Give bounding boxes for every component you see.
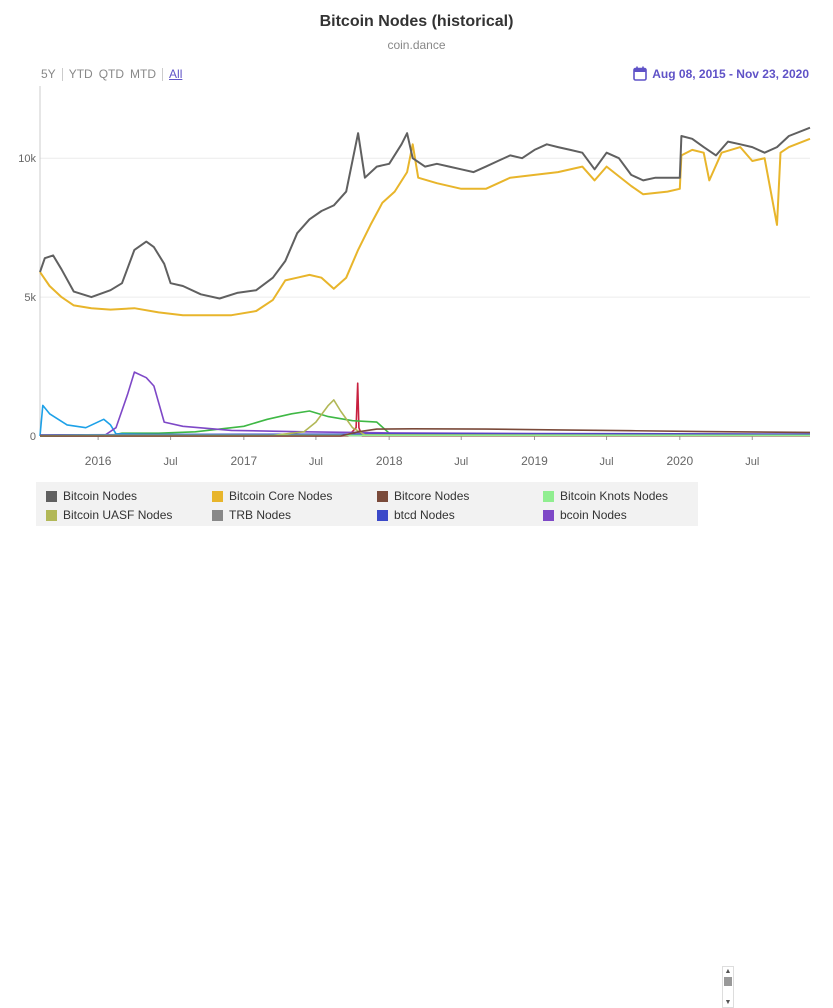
nodes-chart: 0 5k 10k 2016 Jul 2017 Jul 2018 Jul 2019 Jul 2020 Ju… [0, 80, 833, 480]
x-tick-label: 2018 [376, 454, 403, 468]
legend-item-bitcoin-knots-nodes[interactable]: Bitcoin Knots Nodes [543, 489, 668, 503]
x-tick-label: 2020 [666, 454, 693, 468]
legend-item-bitcoin-nodes[interactable]: Bitcoin Nodes [46, 489, 137, 503]
legend-label: Bitcoin Nodes [63, 489, 137, 503]
range-ytd-button[interactable]: YTD [66, 67, 96, 81]
legend-swatch [46, 510, 57, 521]
chart-title: Bitcoin Nodes (historical) [0, 13, 833, 31]
legend-swatch [377, 510, 388, 521]
date-range-picker[interactable]: Aug 08, 2015 - Nov 23, 2020 [633, 66, 809, 81]
range-all-button[interactable]: All [166, 67, 185, 81]
scroll-up-icon[interactable]: ▲ [723, 967, 733, 976]
range-qtd-button[interactable]: QTD [96, 67, 127, 81]
legend-item-bcoin-nodes[interactable]: bcoin Nodes [543, 508, 627, 522]
legend-swatch [212, 510, 223, 521]
legend: Bitcoin Nodes Bitcoin Core Nodes Bitcore N… [36, 482, 698, 526]
legend-item-trb-nodes[interactable]: TRB Nodes [212, 508, 291, 522]
legend-label: bcoin Nodes [560, 508, 627, 522]
series-line-bitcoin-uasf-nodes [40, 400, 810, 436]
legend-item-bitcore-nodes[interactable]: Bitcore Nodes [377, 489, 469, 503]
legend-label: TRB Nodes [229, 508, 291, 522]
range-separator [62, 68, 63, 81]
y-tick-label: 10k [18, 153, 36, 165]
legend-label: Bitcoin Knots Nodes [560, 489, 668, 503]
range-selector: 5Y YTD QTD MTD All [38, 67, 185, 81]
x-tick-label: Jul [600, 456, 614, 468]
legend-scroll-thumb[interactable] [724, 977, 732, 986]
legend-swatch [212, 491, 223, 502]
legend-item-btcd-nodes[interactable]: btcd Nodes [377, 508, 455, 522]
legend-label: btcd Nodes [394, 508, 455, 522]
legend-swatch [46, 491, 57, 502]
range-separator [162, 68, 163, 81]
x-tick-label: 2019 [521, 454, 548, 468]
date-range-label: Aug 08, 2015 - Nov 23, 2020 [652, 67, 809, 81]
legend-label: Bitcoin Core Nodes [229, 489, 332, 503]
x-tick-label: Jul [164, 456, 178, 468]
legend-swatch [543, 491, 554, 502]
x-tick-label: Jul [454, 456, 468, 468]
legend-item-bitcoin-core-nodes[interactable]: Bitcoin Core Nodes [212, 489, 332, 503]
x-tick-label: 2016 [85, 454, 112, 468]
y-tick-label: 0 [30, 431, 36, 443]
legend-swatch [377, 491, 388, 502]
x-tick-label: 2017 [230, 454, 257, 468]
range-mtd-button[interactable]: MTD [127, 67, 159, 81]
series-line-bitcoin-nodes [40, 128, 810, 299]
x-tick-label: Jul [309, 456, 323, 468]
legend-label: Bitcoin UASF Nodes [63, 508, 172, 522]
legend-item-bitcoin-uasf-nodes[interactable]: Bitcoin UASF Nodes [46, 508, 172, 522]
legend-label: Bitcore Nodes [394, 489, 469, 503]
legend-scrollbar[interactable]: ▲ ▼ [722, 966, 734, 1008]
y-tick-label: 5k [24, 292, 36, 304]
scroll-down-icon[interactable]: ▼ [723, 998, 733, 1007]
chart-subtitle: coin.dance [0, 38, 833, 52]
calendar-icon [633, 66, 647, 81]
series-line-bcoin-nodes [40, 372, 810, 436]
x-tick-label: Jul [745, 456, 759, 468]
series-line-bitcoin-core-nodes [40, 139, 810, 315]
legend-swatch [543, 510, 554, 521]
range-5y-button[interactable]: 5Y [38, 67, 59, 81]
